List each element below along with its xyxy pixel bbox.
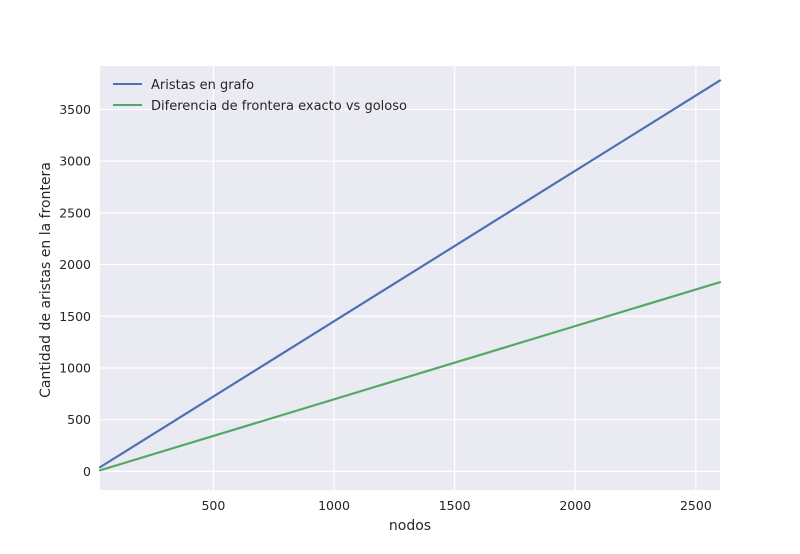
x-tick-label: 1500 — [439, 498, 471, 513]
x-tick-label: 2500 — [680, 498, 712, 513]
y-tick-label: 0 — [83, 464, 91, 479]
legend-label-aristas: Aristas en grafo — [151, 78, 254, 93]
series-lines — [98, 79, 722, 472]
legend: Aristas en grafo Diferencia de frontera … — [113, 78, 407, 114]
series-line-diferencia-de-frontera — [98, 281, 722, 472]
plot-background — [100, 66, 720, 490]
legend-label-diferencia: Diferencia de frontera exacto vs goloso — [151, 99, 407, 114]
y-tick-label: 3500 — [59, 102, 91, 117]
series-line-aristas-en-grafo — [98, 79, 722, 469]
y-tick-label: 500 — [67, 412, 91, 427]
y-tick-label: 1000 — [59, 360, 91, 375]
x-tick-label: 1000 — [318, 498, 350, 513]
grid-lines — [100, 66, 720, 490]
y-tick-label: 3000 — [59, 154, 91, 169]
y-tick-label: 1500 — [59, 309, 91, 324]
y-tick-label: 2500 — [59, 205, 91, 220]
x-axis-label: nodos — [389, 518, 431, 534]
y-axis-label: Cantidad de aristas en la frontera — [38, 162, 54, 398]
x-tick-label: 2000 — [559, 498, 591, 513]
axis-ticks: 500 1000 1500 2000 2500 0 500 1000 1500 2000 2500 3… — [59, 102, 712, 513]
x-tick-label: 500 — [201, 498, 225, 513]
y-tick-label: 2000 — [59, 257, 91, 272]
